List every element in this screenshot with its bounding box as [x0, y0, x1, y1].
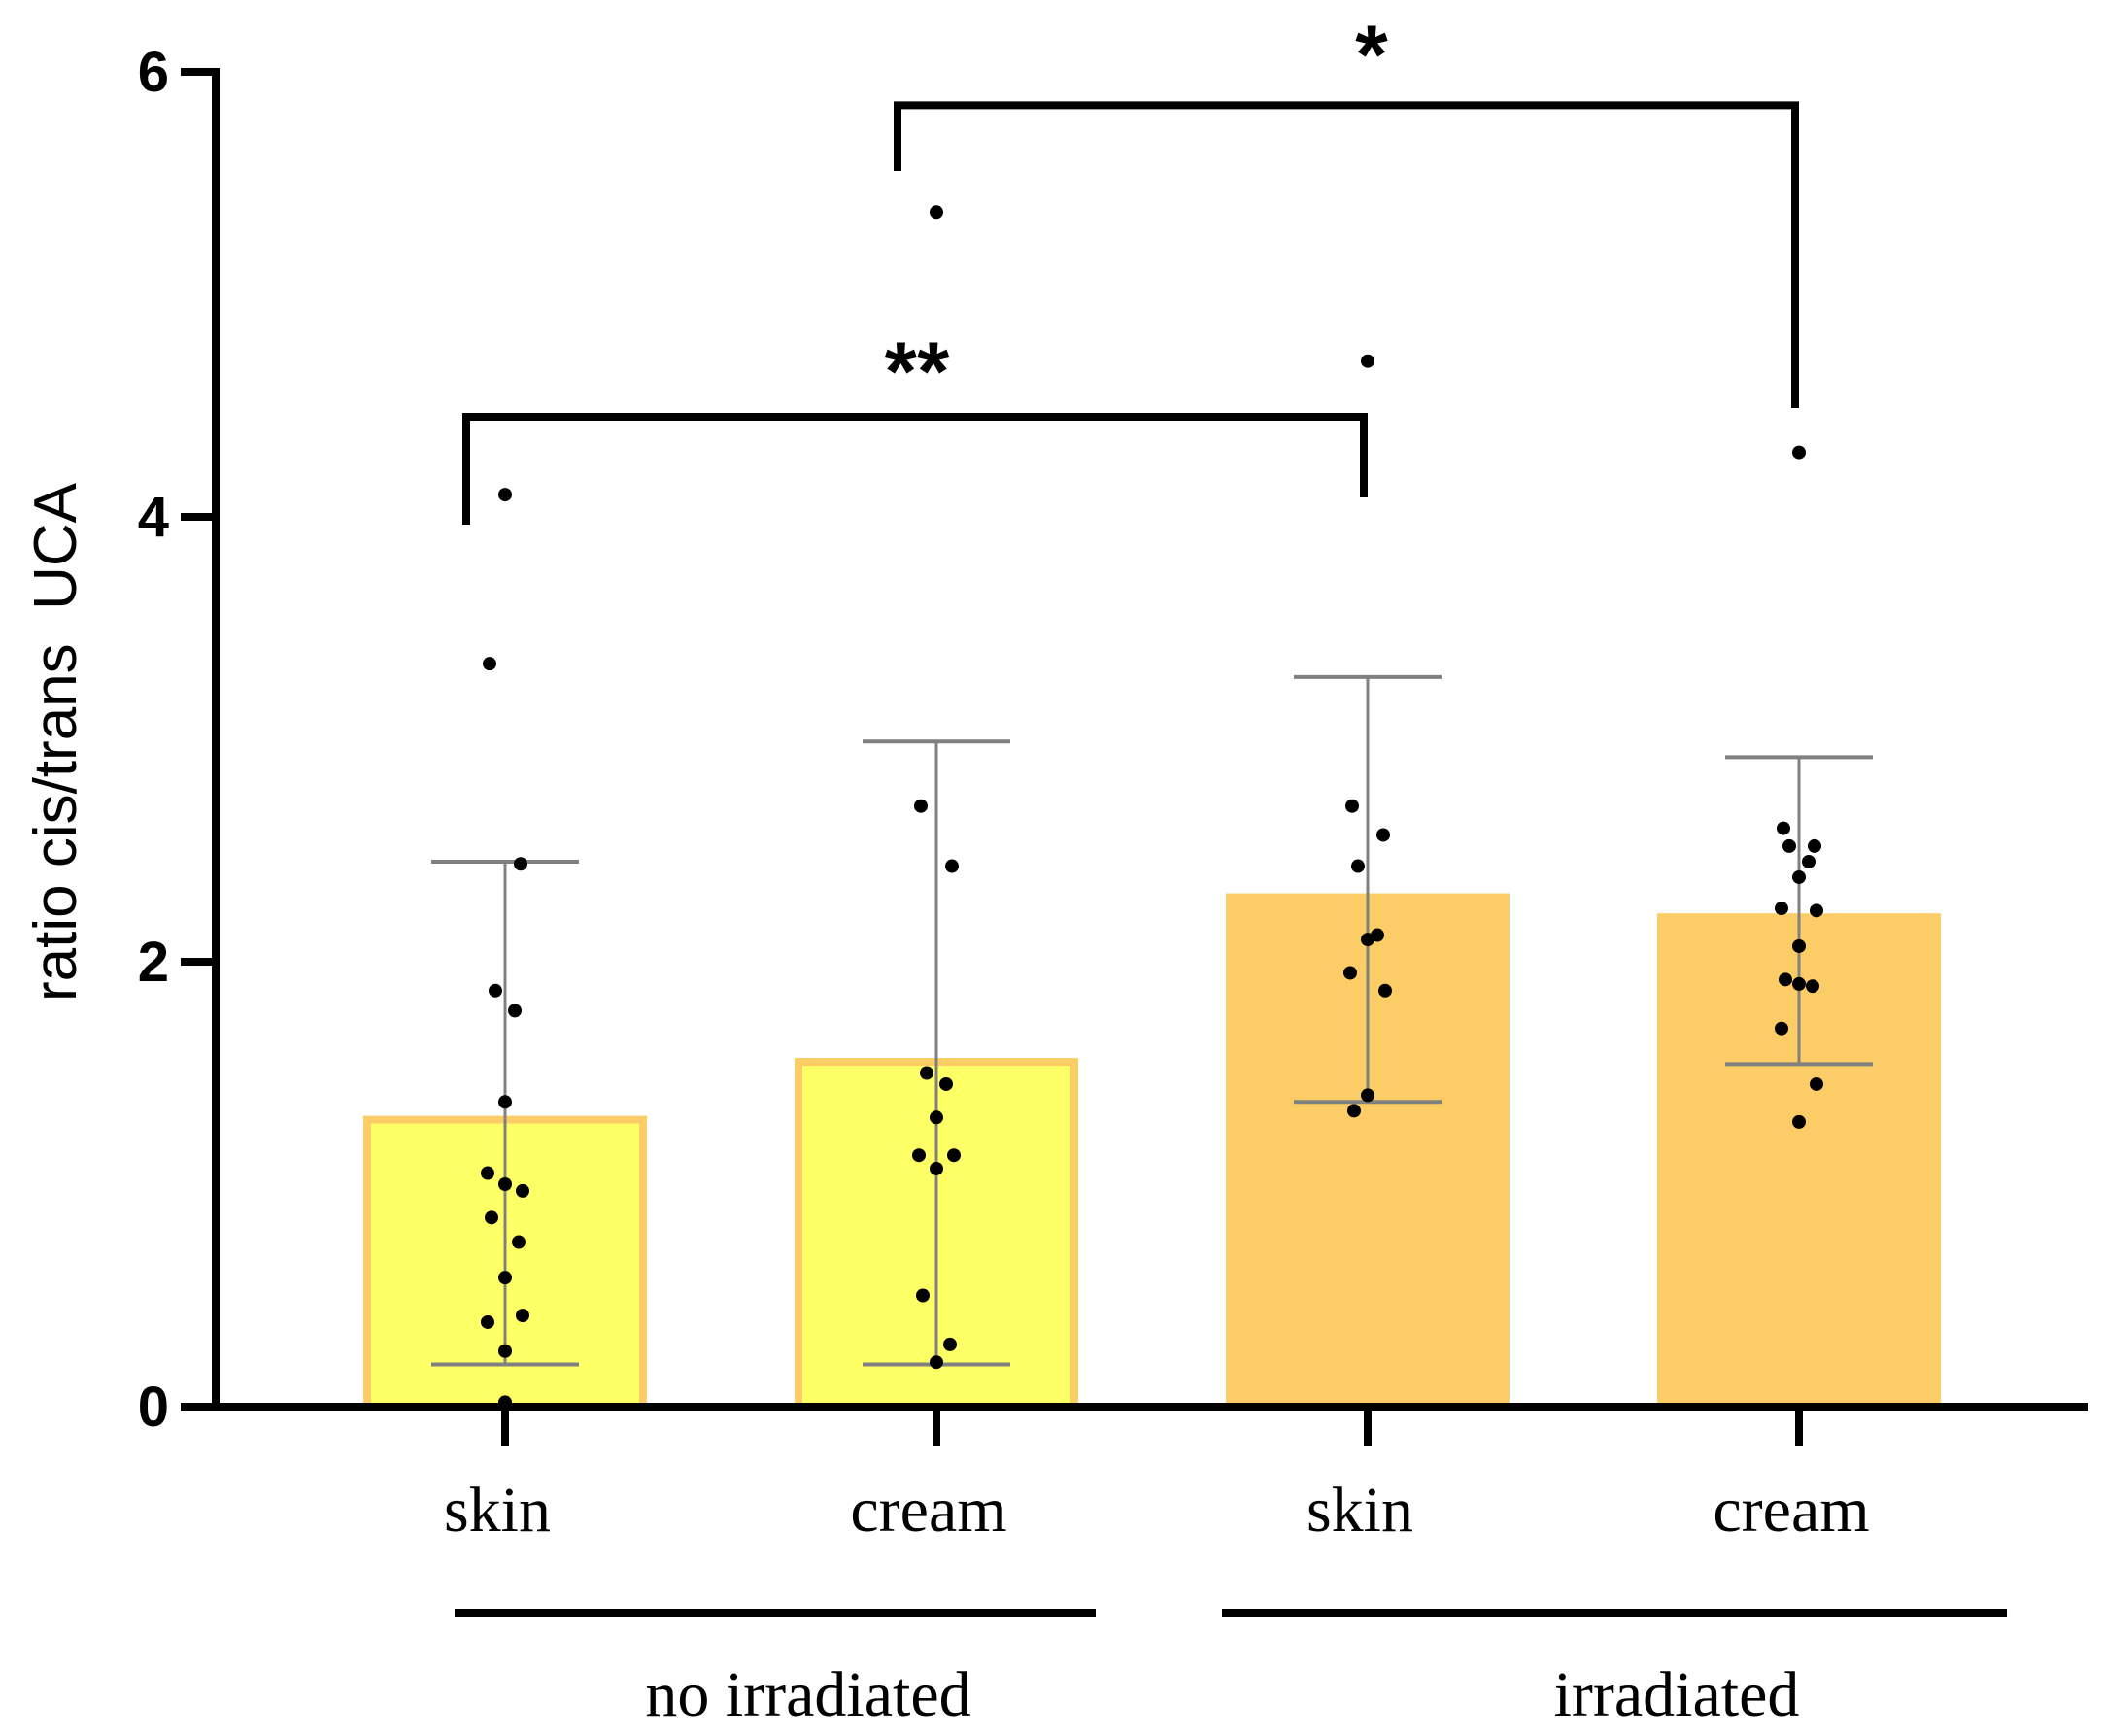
data-point [1361, 1088, 1374, 1103]
data-point [1361, 933, 1374, 947]
data-point [1782, 838, 1796, 853]
data-point [1792, 938, 1806, 953]
data-point [914, 799, 928, 813]
data-point [1802, 854, 1816, 868]
data-point [498, 1177, 512, 1191]
data-point [1775, 902, 1788, 916]
data-point [1810, 1076, 1823, 1091]
significance-label-0: ** [885, 325, 950, 419]
x-category-label-cream: cream [850, 1475, 1006, 1546]
data-point [1343, 966, 1357, 980]
data-point [916, 1288, 930, 1303]
data-point [1777, 821, 1790, 835]
bar-cream [1657, 913, 1941, 1411]
data-point [930, 205, 943, 220]
data-point [930, 1110, 943, 1125]
y-axis-label: ratio cis/trans UCA [22, 482, 89, 1002]
data-point [1376, 828, 1390, 842]
x-category-label-skin: skin [444, 1475, 551, 1546]
data-point [1810, 903, 1823, 918]
y-tick-label-0: 0 [138, 1376, 169, 1439]
data-point [498, 1095, 512, 1109]
data-point [1779, 972, 1792, 987]
significance-layer [462, 101, 1799, 525]
data-point [512, 1235, 526, 1249]
data-points-layer [481, 205, 1823, 1410]
data-point [498, 1271, 512, 1285]
data-point [498, 1344, 512, 1358]
data-point [489, 983, 502, 998]
axes-layer [181, 68, 2088, 1617]
data-point [1806, 979, 1819, 994]
significance-label-1: * [1355, 9, 1388, 102]
data-point [1792, 445, 1806, 460]
data-point [516, 1309, 529, 1323]
data-point [920, 1066, 933, 1080]
significance-bracket [462, 412, 1368, 525]
data-point [508, 1004, 522, 1018]
y-tick-label-6: 6 [138, 41, 169, 104]
data-point [930, 1161, 943, 1175]
data-point [498, 488, 512, 502]
data-point [1792, 869, 1806, 884]
data-point [514, 857, 527, 871]
data-point [1345, 799, 1359, 813]
error-bars-layer [431, 674, 1873, 1367]
bars-layer [363, 893, 1941, 1412]
data-point [481, 1166, 494, 1180]
data-point [930, 1355, 943, 1370]
data-point [1775, 1021, 1788, 1036]
significance-bracket [894, 101, 1799, 408]
data-point [1351, 859, 1365, 873]
group-label-no-irradiated: no irradiated [645, 1659, 970, 1730]
y-tick-label-2: 2 [138, 931, 169, 994]
data-point [1361, 354, 1374, 368]
data-point [1792, 976, 1806, 991]
data-point [943, 1337, 957, 1351]
group-label-irradiated: irradiated [1554, 1659, 1800, 1730]
data-point [1347, 1104, 1361, 1118]
data-point [481, 1314, 494, 1329]
data-point [516, 1183, 529, 1198]
data-point [939, 1076, 953, 1091]
data-point [912, 1148, 926, 1163]
data-point [947, 1148, 961, 1163]
y-tick-label-4: 4 [138, 486, 169, 549]
data-point [1792, 1114, 1806, 1129]
data-point [1378, 983, 1392, 998]
data-point [945, 859, 959, 873]
data-point [483, 657, 496, 671]
data-point [485, 1210, 498, 1225]
data-point [1808, 838, 1821, 853]
x-category-label-skin: skin [1307, 1475, 1413, 1546]
x-category-label-cream: cream [1713, 1475, 1869, 1546]
